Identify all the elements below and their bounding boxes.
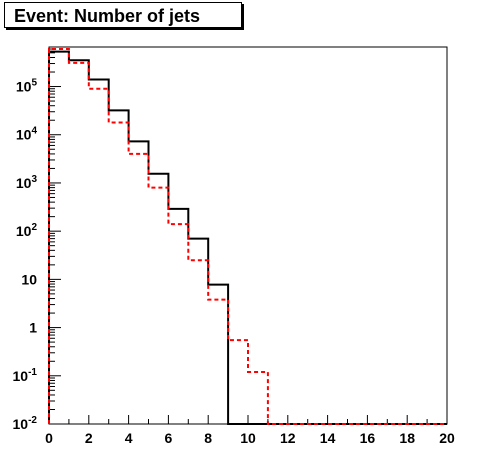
x-tick-label: 8	[204, 430, 212, 446]
chart-title-box: Event: Number of jets	[4, 2, 242, 28]
y-tick-label: 10	[21, 271, 37, 287]
x-tick-label: 16	[360, 430, 376, 446]
x-tick-label: 2	[85, 430, 93, 446]
y-tick-exponent: 2	[31, 222, 37, 233]
y-tick-exponent: 4	[31, 126, 37, 137]
x-tick-label: 14	[320, 430, 336, 446]
y-tick-exponent: -2	[28, 415, 37, 426]
x-tick-label: 4	[125, 430, 133, 446]
x-tick-label: 0	[45, 430, 53, 446]
y-tick-label: 10-1	[13, 367, 38, 384]
y-tick-label: 104	[16, 126, 38, 143]
x-tick-label: 12	[280, 430, 296, 446]
y-tick-exponent: 5	[31, 78, 37, 89]
y-tick-exponent: -1	[28, 367, 37, 378]
y-tick-label: 105	[16, 78, 38, 95]
x-tick-label: 10	[240, 430, 256, 446]
x-tick-label: 18	[399, 430, 415, 446]
y-minor-ticks	[49, 48, 428, 424]
y-tick-labels: 10-2 10-1 1 10 102 103 104 105	[13, 78, 38, 432]
y-tick-label: 102	[16, 222, 38, 239]
y-tick-label: 1	[29, 320, 37, 336]
y-tick-label: 103	[16, 174, 38, 191]
x-tick-label: 6	[165, 430, 173, 446]
y-tick-exponent: 3	[31, 174, 37, 185]
x-tick-label: 20	[439, 430, 455, 446]
x-tick-labels: 0 2 4 6 8 10 12 14 16 18 20	[45, 430, 455, 446]
histogram-series-dashed	[48, 48, 447, 425]
series-layer	[48, 48, 447, 425]
axis-major-ticks	[48, 86, 448, 425]
y-tick-label: 10-2	[13, 415, 38, 432]
chart-title: Event: Number of jets	[14, 6, 201, 26]
